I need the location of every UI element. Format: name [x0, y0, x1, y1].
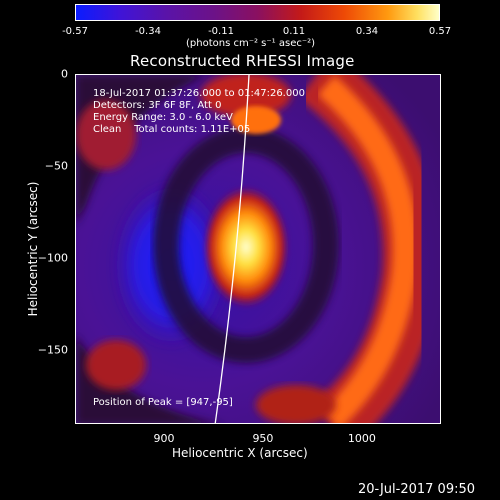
- colorbar-tick-label: 0.11: [282, 26, 306, 37]
- x-tick-label: 900: [153, 432, 175, 445]
- plot-area: 18-Jul-2017 01:37:26.000 to 01:47:26.000…: [75, 74, 441, 424]
- detectors-annotation: Detectors: 3F 6F 8F, Att 0: [93, 100, 222, 111]
- colorbar-tick-label: -0.34: [135, 26, 161, 37]
- y-tick-label: 0: [61, 67, 68, 81]
- timestamp-footer: 20-Jul-2017 09:50: [358, 482, 476, 497]
- colorbar-tick-label: 0.57: [428, 26, 452, 37]
- y-axis-label: Heliocentric Y (arcsec): [26, 181, 40, 317]
- colorbar-tick-label: 0.34: [355, 26, 379, 37]
- time-range-annotation: 18-Jul-2017 01:37:26.000 to 01:47:26.000: [93, 88, 305, 99]
- x-tick-label: 1000: [347, 432, 376, 445]
- colorbar-units-label: (photons cm⁻² s⁻¹ asec⁻²): [186, 38, 316, 49]
- colorbar: [75, 4, 440, 21]
- chart-title: Reconstructed RHESSI Image: [130, 52, 355, 70]
- y-tick-label: −100: [37, 251, 68, 265]
- y-tick-label: −50: [44, 159, 68, 173]
- y-tick-label: −150: [37, 343, 68, 357]
- x-axis-label: Heliocentric X (arcsec): [172, 446, 308, 460]
- colorbar-tick-label: -0.11: [208, 26, 234, 37]
- clean-counts-annotation: Clean Total counts: 1.11E+05: [93, 124, 251, 135]
- peak-position-annotation: Position of Peak = [947,-95]: [93, 397, 233, 408]
- heatmap-image: [76, 75, 440, 423]
- energy-range-annotation: Energy Range: 3.0 - 6.0 keV: [93, 112, 233, 123]
- colorbar-tick-label: -0.57: [62, 26, 88, 37]
- x-tick-label: 950: [252, 432, 274, 445]
